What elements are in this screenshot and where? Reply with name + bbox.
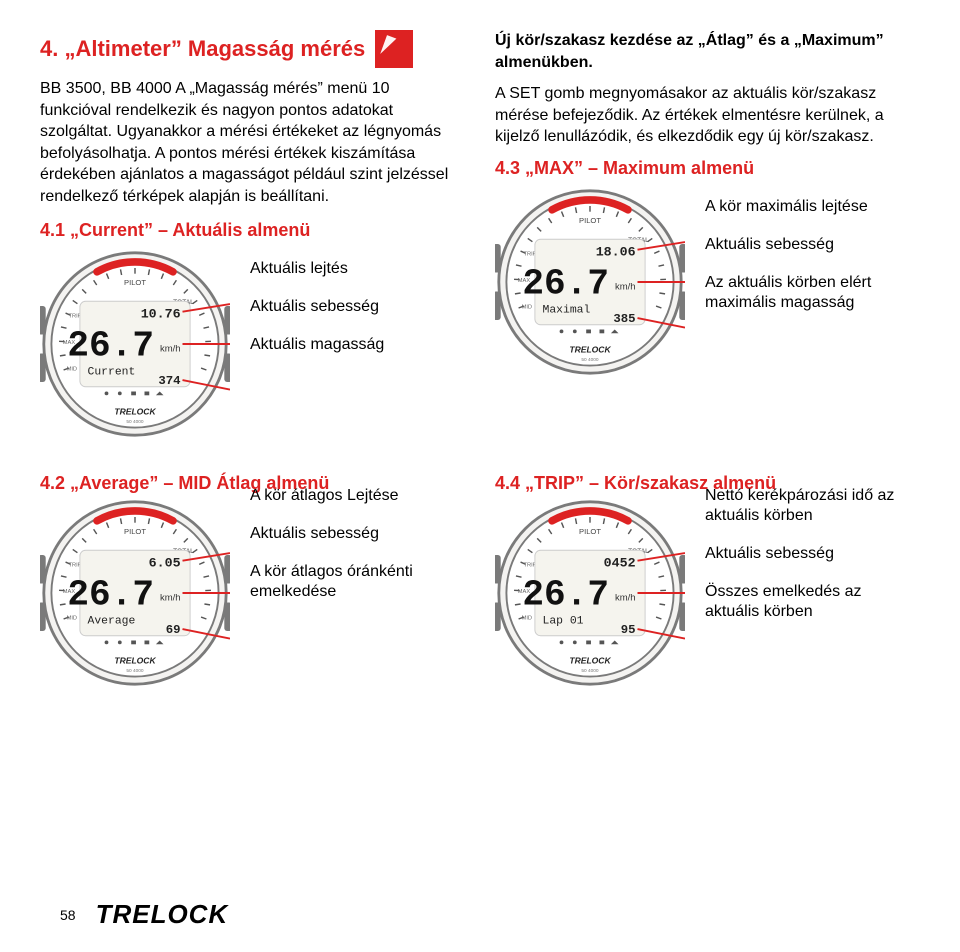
watch-block-current: PILOT TOTAL TRIP MAX MID 10.76 26.7 km/h… xyxy=(40,249,465,439)
callout-trip-time: Nettó kerékpározási idő az aktuális körb… xyxy=(705,486,920,526)
svg-text:PILOT: PILOT xyxy=(124,278,146,287)
svg-text:385: 385 xyxy=(613,312,635,326)
svg-text:374: 374 xyxy=(158,373,181,387)
svg-text:50 4000: 50 4000 xyxy=(126,418,144,424)
svg-text:69: 69 xyxy=(166,622,181,636)
svg-text:PILOT: PILOT xyxy=(579,527,601,536)
svg-text:TRELOCK: TRELOCK xyxy=(114,655,156,665)
page-footer: 58 TRELOCK xyxy=(0,899,228,930)
svg-text:10.76: 10.76 xyxy=(141,306,181,321)
watch-block-average: PILOT TOTAL TRIP MAX MID 6.05 26.7 km/h … xyxy=(40,498,465,688)
callout-max-altitude: Az aktuális körben elért maximális magas… xyxy=(705,273,920,313)
svg-text:MID: MID xyxy=(522,615,532,621)
svg-text:Current: Current xyxy=(88,366,136,378)
callout-current-slope: Aktuális lejtés xyxy=(250,259,465,279)
svg-text:26.7: 26.7 xyxy=(522,263,609,304)
svg-text:km/h: km/h xyxy=(160,592,181,603)
footer-brand-logo: TRELOCK xyxy=(96,899,229,930)
watch-block-trip: PILOT TOTAL TRIP MAX MID 0452 26.7 km/h … xyxy=(495,498,920,688)
brand-logo-icon xyxy=(375,30,413,68)
callout-trip-speed: Aktuális sebesség xyxy=(705,544,920,564)
watch-trip: PILOT TOTAL TRIP MAX MID 0452 26.7 km/h … xyxy=(495,498,685,688)
section-4-1-title: 4.1 „Current” – Aktuális almenü xyxy=(40,220,465,241)
svg-text:MID: MID xyxy=(67,366,77,372)
callout-avg-slope: A kör átlagos Lejtése xyxy=(250,486,465,506)
page-number: 58 xyxy=(60,907,76,923)
svg-text:MID: MID xyxy=(522,305,532,311)
watch-average: PILOT TOTAL TRIP MAX MID 6.05 26.7 km/h … xyxy=(40,498,230,688)
svg-text:26.7: 26.7 xyxy=(67,574,154,615)
svg-text:TRELOCK: TRELOCK xyxy=(569,344,611,354)
right-heading: Új kör/szakasz kezdése az „Átlag” és a „… xyxy=(495,30,920,73)
svg-text:km/h: km/h xyxy=(615,282,636,293)
svg-text:0452: 0452 xyxy=(604,555,636,570)
svg-text:Maximal: Maximal xyxy=(543,304,591,316)
callout-trip-climb: Összes emelkedés az aktuális körben xyxy=(705,582,920,622)
svg-text:26.7: 26.7 xyxy=(522,574,609,615)
svg-text:TRELOCK: TRELOCK xyxy=(114,406,156,416)
svg-text:18.06: 18.06 xyxy=(596,244,636,259)
svg-text:95: 95 xyxy=(621,622,636,636)
svg-text:50 4000: 50 4000 xyxy=(581,357,599,363)
svg-text:26.7: 26.7 xyxy=(67,325,154,366)
svg-text:km/h: km/h xyxy=(160,343,181,354)
callout-avg-speed: Aktuális sebesség xyxy=(250,524,465,544)
section-4-title: 4. „Altimeter” Magasság mérés xyxy=(40,36,365,62)
right-paragraph: A SET gomb megnyomásakor az aktuális kör… xyxy=(495,83,920,148)
svg-text:50 4000: 50 4000 xyxy=(581,667,599,673)
svg-text:PILOT: PILOT xyxy=(124,527,146,536)
callout-current-altitude: Aktuális magasság xyxy=(250,335,465,355)
watch-current: PILOT TOTAL TRIP MAX MID 10.76 26.7 km/h… xyxy=(40,249,230,439)
watch-max: PILOT TOTAL TRIP MAX MID 18.06 26.7 km/h… xyxy=(495,187,685,377)
watch-block-max: PILOT TOTAL TRIP MAX MID 18.06 26.7 km/h… xyxy=(495,187,920,377)
callout-max-slope: A kör maximális lejtése xyxy=(705,197,920,217)
callout-max-speed: Aktuális sebesség xyxy=(705,235,920,255)
callout-current-speed: Aktuális sebesség xyxy=(250,297,465,317)
svg-text:50 4000: 50 4000 xyxy=(126,667,144,673)
svg-text:TRELOCK: TRELOCK xyxy=(569,655,611,665)
svg-text:MID: MID xyxy=(67,615,77,621)
svg-text:PILOT: PILOT xyxy=(579,216,601,225)
section-4-intro: BB 3500, BB 4000 A „Magasság mérés” menü… xyxy=(40,78,465,208)
svg-text:Average: Average xyxy=(88,615,136,627)
section-4-3-title: 4.3 „MAX” – Maximum almenü xyxy=(495,158,920,179)
svg-text:Lap 01: Lap 01 xyxy=(543,615,584,627)
svg-text:km/h: km/h xyxy=(615,592,636,603)
svg-text:6.05: 6.05 xyxy=(149,555,181,570)
callout-avg-rate: A kör átlagos óránkénti emelkedése xyxy=(250,562,465,602)
